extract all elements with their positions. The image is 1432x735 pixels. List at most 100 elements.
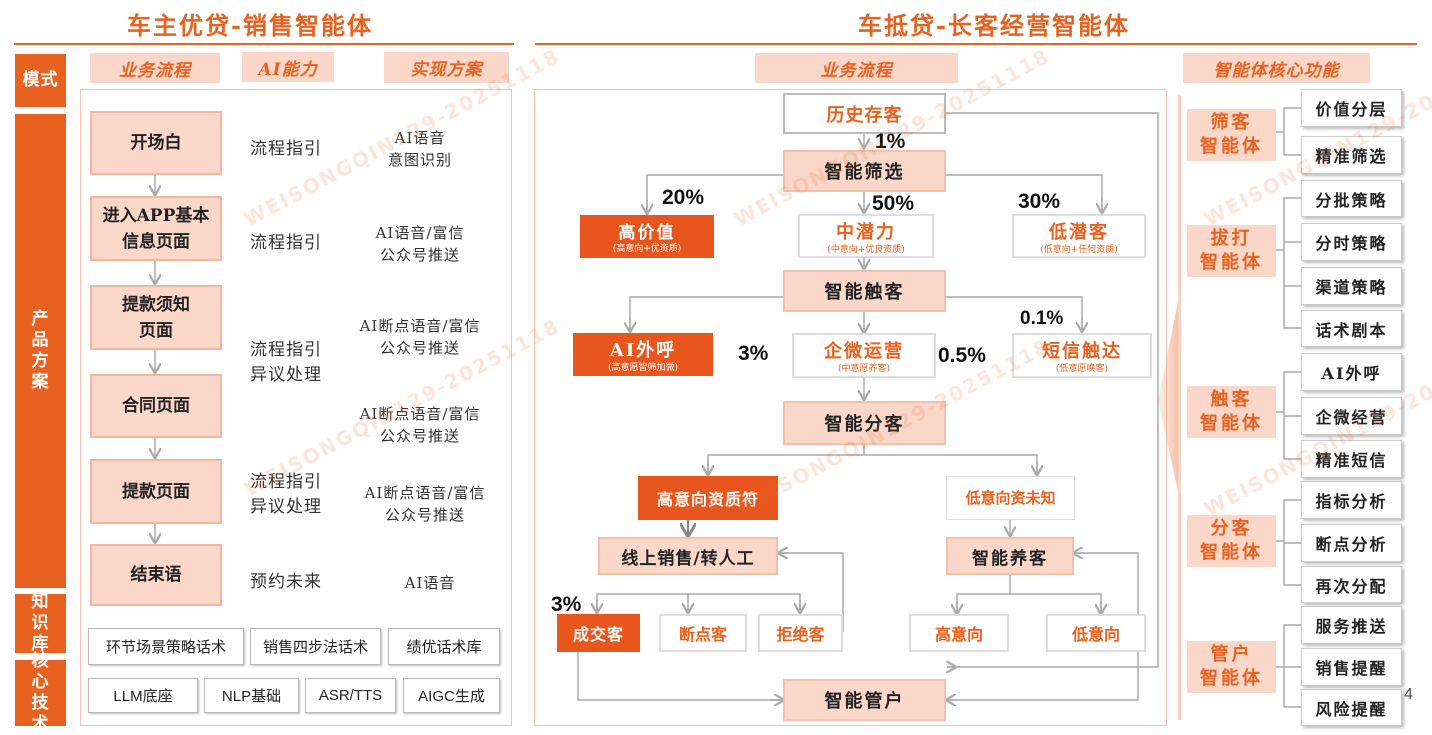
func-sales-reminder: 销售提醒 <box>1301 648 1402 686</box>
agent-dialing: 拔打 智能体 <box>1187 225 1276 277</box>
pct-01: 0.1% <box>1020 308 1064 329</box>
func-precise-sms: 精准短信 <box>1301 440 1402 478</box>
agent-touch: 触客 智能体 <box>1187 386 1276 438</box>
node-low-intent: 低意向 <box>1046 614 1146 652</box>
page-number: 4 <box>1404 686 1413 703</box>
func-reallocate: 再次分配 <box>1301 566 1402 603</box>
mid-potential-sub: (中意向+优良资质) <box>827 245 905 255</box>
func-value-tiering: 价值分层 <box>1301 89 1402 127</box>
left-title: 车主优贷-销售智能体 <box>127 11 373 40</box>
ability-1: 流程指引 <box>250 139 322 159</box>
func-script: 话术剧本 <box>1301 310 1402 347</box>
pct-20: 20% <box>662 186 705 209</box>
low-potential-sub: (低意向+任何资质) <box>1040 245 1118 255</box>
func-precise-screening: 精准筛选 <box>1301 136 1402 174</box>
solution-1: AI语音 意图识别 <box>387 129 452 169</box>
func-channel-strategy: 渠道策略 <box>1301 267 1402 305</box>
ai-call-label: AI外呼 <box>609 340 677 361</box>
low-potential-label: 低潜客 <box>1049 222 1109 243</box>
sms-label: 短信触达 <box>1042 341 1122 362</box>
tech-llm: LLM底座 <box>88 678 198 713</box>
right-title-rule <box>535 43 1417 45</box>
high-value-label: 高价值 <box>618 223 676 243</box>
step-opening: 开场白 <box>90 111 222 175</box>
func-time-strategy: 分时策略 <box>1301 223 1402 261</box>
ability-5: 流程指引 异议处理 <box>250 472 322 517</box>
solution-5: AI断点语音/富信 公众号推送 <box>364 484 486 524</box>
tech-aigc: AIGC生成 <box>403 678 500 713</box>
pct-1: 1% <box>875 130 906 153</box>
node-smart-nurture: 智能养客 <box>946 537 1074 575</box>
ai-call-sub: (高意愿智筛加微) <box>607 363 679 373</box>
solution-2: AI语音/富信 公众号推送 <box>375 224 465 264</box>
node-high-value: 高价值 (高意向+优资质) <box>580 215 714 258</box>
agent-divide: 分客 智能体 <box>1187 515 1276 567</box>
ability-2: 流程指引 <box>250 233 322 253</box>
pct-50: 50% <box>872 192 915 215</box>
node-smart-divide: 智能分客 <box>783 401 946 445</box>
left-header-solution: 实现方案 <box>384 52 509 83</box>
solution-4: AI断点语音/富信 公众号推送 <box>359 405 481 445</box>
node-history-customers: 历史存客 <box>783 93 946 134</box>
wecom-label: 企微运营 <box>824 341 904 362</box>
left-header-ai: AI能力 <box>242 52 334 82</box>
node-wecom-ops: 企微运营 (中意愿养客) <box>792 333 936 378</box>
node-low-intent-unknown: 低意向资未知 <box>946 476 1075 520</box>
knowledge-top-scripts: 绩优话术库 <box>388 628 500 665</box>
func-metric-analysis: 指标分析 <box>1301 481 1402 519</box>
func-wecom: 企微经营 <box>1301 397 1402 435</box>
step-app-info: 进入APP基本信息页面 <box>90 196 222 261</box>
pct-3-wecom: 3% <box>738 342 769 365</box>
node-sms-touch: 短信触达 (低意愿唤客) <box>1012 333 1152 378</box>
func-service-push: 服务推送 <box>1301 606 1402 644</box>
step-closing: 结束语 <box>90 544 222 606</box>
node-low-potential: 低潜客 (低意向+任何资质) <box>1012 214 1146 258</box>
pct-30: 30% <box>1018 190 1061 213</box>
knowledge-scenario-scripts: 环节场景策略话术 <box>88 628 244 665</box>
agent-management: 管户 智能体 <box>1187 641 1276 693</box>
high-value-sub: (高意向+优资质) <box>612 244 682 254</box>
pct-3-deal: 3% <box>551 593 582 616</box>
node-ai-call: AI外呼 (高意愿智筛加微) <box>573 333 713 376</box>
func-risk-alert: 风险提醒 <box>1301 689 1402 726</box>
node-smart-screening: 智能筛选 <box>783 150 946 192</box>
func-breakpoint-analysis: 断点分析 <box>1301 524 1402 562</box>
node-smart-touch: 智能触客 <box>783 270 946 312</box>
wecom-sub: (中意愿养客) <box>837 364 891 374</box>
node-high-intent-qualified: 高意向资质符 <box>638 476 778 520</box>
node-online-sales: 线上销售/转人工 <box>598 537 778 575</box>
right-title: 车抵贷-长客经营智能体 <box>858 11 1130 40</box>
tech-asr-tts: ASR/TTS <box>305 678 396 713</box>
node-mid-potential: 中潜力 (中意向+优良资质) <box>798 214 934 258</box>
sidebar-knowledge: 知识库 <box>15 592 66 654</box>
agent-screening: 筛客 智能体 <box>1187 109 1276 161</box>
step-withdraw: 提款页面 <box>90 459 222 524</box>
node-breakpoint-customer: 断点客 <box>659 614 747 652</box>
left-header-process: 业务流程 <box>90 53 220 83</box>
right-header-process: 业务流程 <box>755 53 958 83</box>
pct-05: 0.5% <box>938 344 986 367</box>
sidebar-product-plan: 产品方案 <box>15 114 66 588</box>
node-high-intent: 高意向 <box>909 614 1009 652</box>
node-smart-management: 智能管户 <box>783 679 946 721</box>
mid-potential-label: 中潜力 <box>836 222 896 243</box>
knowledge-four-step-scripts: 销售四步法话术 <box>250 628 381 665</box>
ability-3: 流程指引 异议处理 <box>250 340 322 385</box>
sidebar-core-tech: 核心技术 <box>15 651 66 734</box>
step-contract: 合同页面 <box>90 374 222 438</box>
solution-6: AI语音 <box>404 574 456 592</box>
ability-6: 预约未来 <box>250 572 322 592</box>
right-header-core: 智能体核心功能 <box>1183 53 1370 83</box>
step-notice: 提款须知页面 <box>90 285 222 350</box>
left-title-rule <box>14 43 514 45</box>
sms-sub: (低意愿唤客) <box>1055 364 1109 374</box>
func-batch-strategy: 分批策略 <box>1301 180 1402 217</box>
func-ai-call: AI外呼 <box>1301 353 1402 391</box>
tech-nlp: NLP基础 <box>204 678 299 713</box>
node-deal-customer: 成交客 <box>557 614 640 652</box>
sidebar-mode: 模式 <box>15 54 66 107</box>
node-reject-customer: 拒绝客 <box>758 614 843 652</box>
